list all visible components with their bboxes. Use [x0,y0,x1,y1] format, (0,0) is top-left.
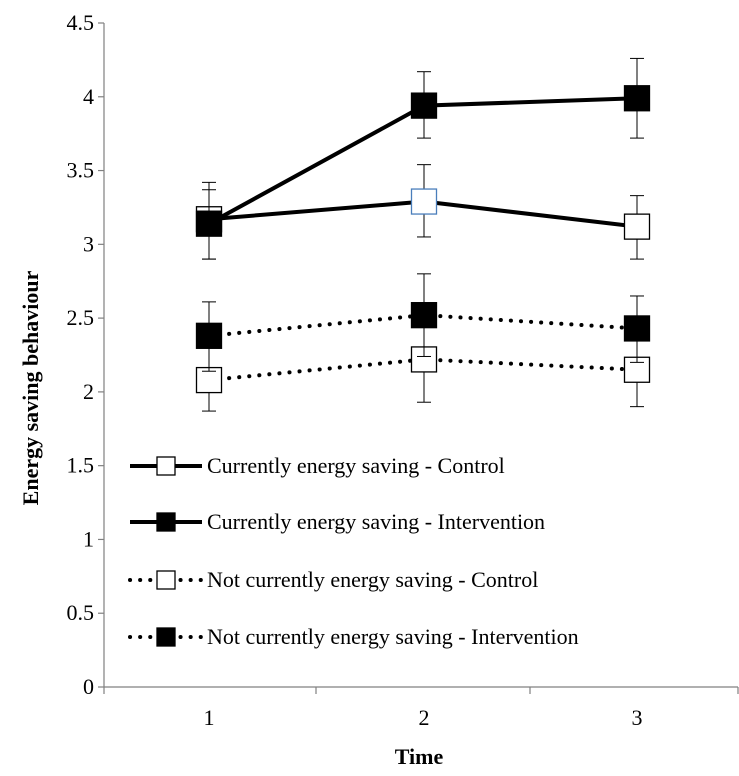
series-layer [195,57,651,412]
y-tick-label: 2.5 [67,305,95,330]
y-tick-label: 4.5 [67,10,95,35]
y-axis: 0 0.5 1 1.5 2 2.5 3 3.5 4 4.5 [67,10,105,699]
data-point [410,346,438,373]
x-tick-label: 3 [632,705,643,730]
y-tick-label: 0 [83,674,94,699]
x-tick-label: 1 [204,705,215,730]
data-point [195,210,223,237]
x-tick-label: 2 [419,705,430,730]
data-point [410,188,438,215]
x-axis-title: Time [395,744,444,769]
series-2 [195,57,651,260]
series-line [207,313,639,338]
legend-marker [156,512,176,532]
data-point [195,322,223,349]
legend-label: Not currently energy saving - Interventi… [207,624,579,649]
y-tick-label: 3 [83,231,94,256]
y-axis-title: Energy saving behaviour [18,270,43,505]
legend-item-4: Not currently energy saving - Interventi… [128,624,579,649]
series-1 [195,164,651,260]
y-tick-label: 0.5 [67,600,95,625]
series-4 [195,273,651,372]
series-3 [195,316,651,412]
legend-label: Currently energy saving - Control [207,453,505,478]
data-point [623,315,651,342]
y-tick-label: 3.5 [67,158,95,183]
series-line [207,357,639,383]
x-axis: 1 2 3 [103,686,739,730]
data-point [410,302,438,329]
data-point [410,92,438,119]
legend-marker [156,456,176,476]
legend-label: Currently energy saving - Intervention [207,509,545,534]
data-point [623,213,651,240]
legend-item-1: Currently energy saving - Control [130,453,505,478]
legend-marker [156,627,176,647]
legend-label: Not currently energy saving - Control [207,567,538,592]
legend: Currently energy saving - Control Current… [128,453,579,649]
legend-marker [156,570,176,590]
y-tick-label: 1.5 [67,453,95,478]
y-tick-label: 4 [83,84,94,109]
legend-item-2: Currently energy saving - Intervention [130,509,545,534]
y-tick-label: 2 [83,379,94,404]
y-tick-label: 1 [83,526,94,551]
legend-item-3: Not currently energy saving - Control [128,567,538,592]
data-point [623,85,651,112]
